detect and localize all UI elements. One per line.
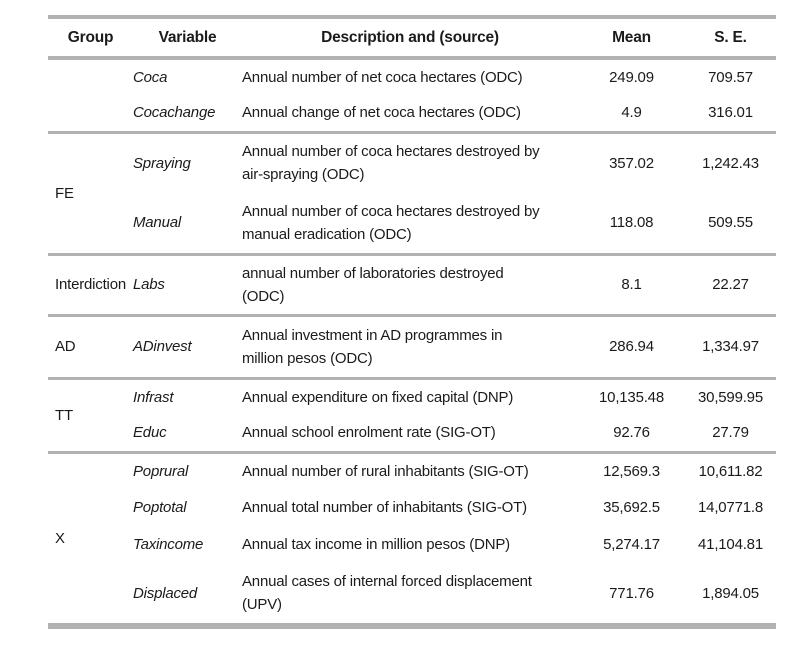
description-cell: Annual change of net coca hectares (ODC) (242, 104, 521, 122)
mean-cell: 118.08 (609, 214, 654, 232)
description-cell: Annual total number of inhabitants (SIG-… (242, 499, 527, 516)
description-cell: Annual expenditure on fixed capital (DNP… (242, 376, 578, 415)
col-header-variable: Variable (133, 17, 242, 60)
col-header-group: Group (48, 17, 133, 60)
table-row: TT Infrast Annual expenditure on fixed c… (48, 376, 776, 452)
variable-cell: Cocachange (133, 104, 216, 122)
mean-cell: 92.76 (613, 424, 650, 442)
variable-cell: Labs (133, 252, 242, 315)
mean-cell: 35,692.5 (603, 499, 660, 516)
mean-cell: 8.1 (578, 252, 685, 315)
table-row: Taxincome Annual tax income in million p… (48, 526, 776, 563)
se-cell: 14,0771.8 (698, 499, 763, 516)
table-row: X Poprural Annual number of rural inhabi… (48, 450, 776, 626)
variable-cell: Infrast (133, 376, 242, 415)
table-row: Cocachange Annual change of net coca hec… (48, 95, 776, 132)
variable-cell: ADinvest (133, 313, 242, 378)
table-row: AD ADinvest Annual investment in AD prog… (48, 313, 776, 378)
table-row: Displaced Annual cases of internal force… (48, 563, 776, 626)
se-cell: 41,104.81 (698, 536, 763, 553)
description-cell: annual number of laboratories destroyed … (242, 252, 578, 315)
se-cell: 709.57 (708, 69, 753, 86)
description-cell: Annual number of rural inhabitants (SIG-… (242, 450, 578, 489)
mean-cell: 771.76 (609, 584, 654, 602)
variable-cell: Manual (133, 214, 181, 232)
table-row: Coca Annual number of net coca hectares … (48, 58, 776, 95)
se-cell: 27.79 (712, 424, 749, 442)
se-cell: 22.27 (685, 252, 776, 315)
variable-cell: Displaced (133, 584, 198, 602)
group-cell: AD (48, 313, 133, 378)
description-cell: Annual number of coca hectares destroyed… (242, 202, 540, 243)
group-cell: FE (48, 130, 133, 254)
table-row: Interdiction Labs annual number of labor… (48, 252, 776, 315)
col-header-description: Description and (source) (242, 17, 578, 60)
description-cell: Annual cases of internal forced displace… (242, 573, 532, 613)
se-cell: 316.01 (708, 104, 753, 122)
variable-cell: Poptotal (133, 499, 187, 516)
mean-cell: 249.09 (609, 69, 654, 86)
se-cell: 1,894.05 (702, 584, 759, 602)
mean-cell: 357.02 (578, 130, 685, 193)
table-row: Poptotal Annual total number of inhabita… (48, 489, 776, 526)
mean-cell: 5,274.17 (603, 536, 660, 553)
summary-statistics-table: Group Variable Description and (source) … (48, 15, 776, 629)
col-header-mean: Mean (578, 17, 685, 60)
se-cell: 509.55 (708, 214, 753, 232)
header-row: Group Variable Description and (source) … (48, 17, 776, 60)
variable-cell: Poprural (133, 450, 242, 489)
se-cell: 30,599.95 (685, 376, 776, 415)
mean-cell: 286.94 (578, 313, 685, 378)
table-row: FE Spraying Annual number of coca hectar… (48, 130, 776, 254)
se-cell: 1,242.43 (685, 130, 776, 193)
group-cell: Interdiction (48, 252, 133, 315)
variable-cell: Educ (133, 424, 167, 442)
description-cell: Annual number of net coca hectares (ODC) (242, 69, 523, 86)
group-cell (48, 58, 133, 132)
mean-cell: 4.9 (621, 104, 642, 122)
mean-cell: 10,135.48 (578, 376, 685, 415)
description-cell: Annual school enrolment rate (SIG-OT) (242, 424, 496, 442)
description-cell: Annual tax income in million pesos (DNP) (242, 536, 510, 553)
group-cell: X (48, 450, 133, 626)
table-row: Manual Annual number of coca hectares de… (48, 193, 776, 254)
se-cell: 10,611.82 (685, 450, 776, 489)
table-row: Educ Annual school enrolment rate (SIG-O… (48, 415, 776, 452)
variable-cell: Spraying (133, 130, 242, 193)
variable-cell: Coca (133, 69, 168, 86)
group-cell: TT (48, 376, 133, 452)
se-cell: 1,334.97 (685, 313, 776, 378)
description-cell: Annual investment in AD programmes in mi… (242, 313, 578, 378)
mean-cell: 12,569.3 (578, 450, 685, 489)
description-cell: Annual number of coca hectares destroyed… (242, 130, 578, 193)
variable-cell: Taxincome (133, 536, 204, 553)
col-header-se: S. E. (685, 17, 776, 60)
